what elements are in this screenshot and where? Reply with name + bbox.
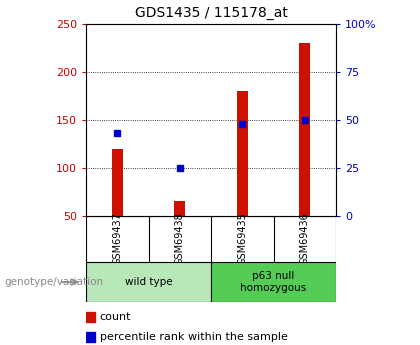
Text: percentile rank within the sample: percentile rank within the sample [100, 332, 288, 342]
Bar [86, 332, 95, 342]
Bar [112, 149, 123, 216]
Text: count: count [100, 312, 131, 322]
Bar [174, 201, 186, 216]
Text: GSM69438: GSM69438 [175, 213, 185, 265]
Text: p63 null
homozygous: p63 null homozygous [240, 271, 307, 293]
Text: genotype/variation: genotype/variation [4, 277, 103, 287]
Text: GSM69437: GSM69437 [112, 213, 122, 265]
Bar [236, 91, 248, 216]
Text: wild type: wild type [125, 277, 172, 287]
Text: GSM69435: GSM69435 [237, 213, 247, 265]
Title: GDS1435 / 115178_at: GDS1435 / 115178_at [135, 6, 287, 20]
Bar [86, 312, 95, 322]
Text: GSM69436: GSM69436 [300, 213, 310, 265]
Bar [211, 262, 336, 302]
Bar [299, 43, 310, 216]
Bar [86, 262, 211, 302]
